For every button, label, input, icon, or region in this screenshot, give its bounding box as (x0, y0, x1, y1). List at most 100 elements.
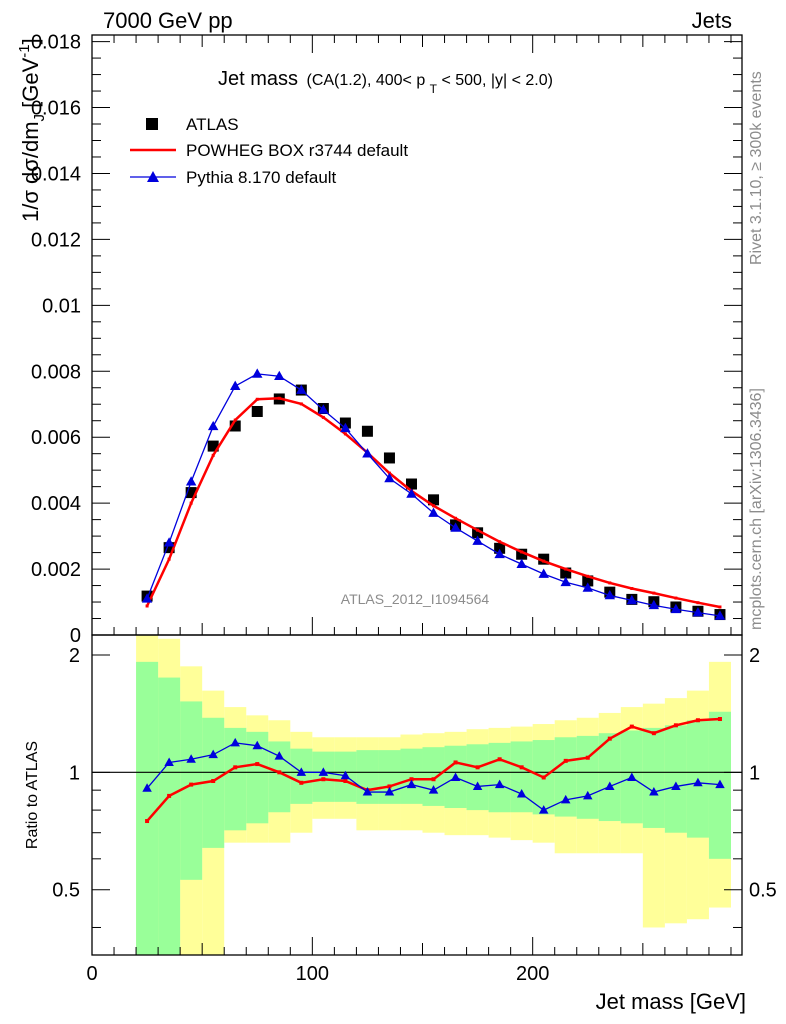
atlas-point (405, 478, 417, 490)
axes: 0 100 200 0 0.002 0.004 0.006 0.008 0.01 0.012 0.0… (31, 32, 777, 985)
band-green-bin (378, 750, 401, 804)
powheg-point (432, 504, 436, 508)
pythia-point (274, 370, 285, 381)
ratio-pythia-point (208, 749, 218, 759)
ratio-pythia-point (406, 779, 417, 789)
legend-atlas-marker (146, 118, 158, 130)
band-green-bin (224, 727, 247, 831)
legend-pythia-label: Pythia 8.170 default (186, 168, 337, 187)
ratio-powheg-point (453, 760, 458, 765)
ratio-powheg-point (673, 723, 678, 728)
atlas-point (538, 553, 550, 565)
x-tick-label: 100 (296, 963, 329, 985)
pythia-point (450, 522, 461, 532)
pythia-point (141, 593, 153, 603)
powheg-point (343, 432, 347, 436)
y-tick-label-top: 0 (70, 625, 81, 647)
legend-powheg-label: POWHEG BOX r3744 default (186, 141, 408, 160)
ratio-pythia-point (583, 790, 593, 800)
y-tick-label-top: 0.014 (31, 163, 81, 185)
band-green-bin (356, 750, 379, 804)
band-green-bin (268, 741, 291, 813)
x-tick-label: 0 (86, 963, 97, 985)
band-green-bin (488, 742, 511, 813)
powheg-point (696, 601, 700, 605)
y-tick-label-top: 0.012 (31, 229, 81, 251)
pythia-point (648, 599, 660, 610)
pythia-point (516, 558, 527, 568)
atlas-point (494, 542, 506, 554)
ratio-pythia-point (671, 781, 681, 790)
band-green-bin (642, 727, 665, 828)
ratio-pythia-point (296, 767, 307, 776)
pythia-point (714, 610, 726, 620)
powheg-point (608, 581, 612, 585)
ratio-powheg-point (585, 755, 590, 760)
powheg-point (167, 557, 171, 561)
pythia-point (560, 576, 571, 587)
powheg-point (498, 540, 502, 544)
powheg-point (145, 604, 149, 608)
ratio-powheg-point (211, 779, 216, 784)
ratio-powheg-point (475, 765, 480, 770)
powheg-point (299, 402, 303, 406)
ratio-powheg-point (431, 777, 436, 782)
y-tick-label-top: 0.01 (42, 295, 81, 317)
atlas-point (163, 542, 175, 554)
y-tick-label-ratio-left: 2 (69, 645, 80, 667)
powheg-point (542, 559, 546, 563)
pythia-point (670, 603, 682, 614)
powheg-point (520, 550, 524, 554)
ratio-powheg-point (189, 782, 194, 787)
powheg-point (564, 567, 568, 571)
y-tick-label-ratio-right: 0.5 (749, 880, 777, 902)
powheg-point (211, 453, 215, 457)
legend: ATLAS POWHEG BOX r3744 default Pythia 8.… (130, 115, 408, 187)
ratio-powheg-point (717, 717, 722, 722)
band-green-bin (158, 677, 181, 955)
band-green-bin (136, 661, 159, 955)
pythia-point (384, 472, 395, 483)
pythia-point (626, 594, 638, 605)
atlas-point (428, 494, 440, 506)
powheg-point (189, 501, 193, 505)
powheg-point (630, 587, 634, 591)
pythia-point (185, 476, 197, 486)
analysis-watermark: ATLAS_2012_I1094564 (341, 591, 490, 607)
pythia-point (318, 404, 329, 414)
atlas-point (207, 440, 219, 452)
plot-title: Jet mass (CA(1.2), 400< p T < 500, |y| <… (218, 68, 553, 97)
powheg-point (476, 528, 480, 532)
band-green-bin (246, 731, 269, 824)
ratio-pythia-point (494, 779, 505, 789)
band-green-bin (400, 748, 423, 804)
pythia-point (340, 422, 351, 433)
ratio-pythia-point (450, 772, 461, 781)
pythia-point (163, 537, 175, 547)
pythia-point (406, 488, 417, 498)
x-tick-label: 200 (516, 963, 549, 985)
ratio-pythia-point (516, 788, 527, 798)
atlas-point (229, 420, 241, 432)
ratio-powheg-point (277, 770, 282, 775)
y-tick-label-ratio-left: 0.5 (52, 880, 80, 902)
ratio-pythia-point (318, 767, 329, 776)
powheg-point (652, 591, 656, 595)
atlas-point (361, 425, 373, 437)
pythia-point (362, 448, 373, 458)
pythia-point (494, 548, 505, 559)
ratio-powheg-point (343, 779, 348, 784)
y-tick-label-ratio-right: 1 (749, 762, 760, 784)
pythia-point (604, 589, 616, 600)
ratio-powheg-point (233, 765, 238, 770)
band-green-bin (290, 748, 313, 804)
ratio-powheg-point (387, 784, 392, 789)
y-tick-label-top: 0.018 (31, 32, 81, 54)
ratio-powheg-point (409, 777, 414, 782)
pythia-point (252, 368, 263, 378)
plot-title-sub: T (430, 82, 438, 96)
rivet-label: Rivet 3.1.10, ≥ 300k events (748, 71, 765, 265)
ratio-powheg-point (519, 765, 524, 770)
plot-title-main: Jet mass (218, 68, 298, 90)
